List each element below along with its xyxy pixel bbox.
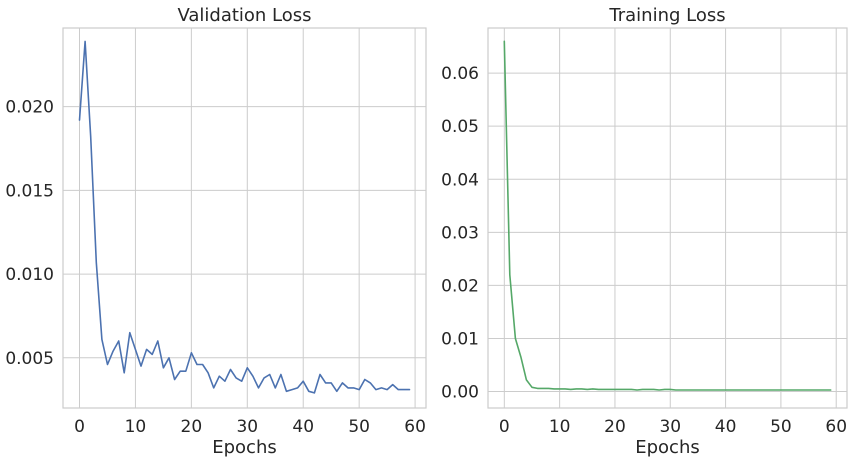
x-tick-label: 0 (74, 417, 85, 437)
y-tick-label: 0.06 (441, 64, 479, 84)
validation-loss-chart: Validation Loss Epochs 0 10 20 30 40 50 60 0.00… (5, 5, 427, 458)
x-tick-label: 20 (181, 417, 203, 437)
training-loss-chart: Training Loss Epochs 0 10 20 30 40 50 60 0.00 0.… (441, 5, 848, 458)
x-tick-label: 30 (236, 417, 258, 437)
x-axis-label: Epochs (212, 437, 277, 458)
y-tick-label: 0.03 (441, 223, 479, 243)
x-tick-label: 50 (348, 417, 370, 437)
y-tick-label: 0.00 (441, 383, 479, 403)
x-tick-label: 40 (715, 417, 737, 437)
y-tick-label: 0.010 (5, 265, 54, 285)
y-tick-label: 0.005 (5, 349, 54, 369)
x-tick-label: 60 (404, 417, 426, 437)
x-tick-label: 10 (125, 417, 147, 437)
series-line (503, 40, 832, 391)
x-tick-label: 50 (770, 417, 792, 437)
series-line (78, 40, 411, 394)
chart-title: Training Loss (608, 5, 725, 26)
plot-frame (62, 27, 427, 409)
x-axis-label: Epochs (635, 437, 700, 458)
y-tick-label: 0.04 (441, 170, 479, 190)
y-tick-label: 0.015 (5, 181, 54, 201)
y-tick-label: 0.01 (441, 329, 479, 349)
y-tick-label: 0.020 (5, 98, 54, 118)
x-tick-label: 10 (549, 417, 571, 437)
x-tick-label: 20 (604, 417, 626, 437)
plot-frame (487, 27, 848, 409)
y-tick-label: 0.05 (441, 117, 479, 137)
x-tick-label: 0 (499, 417, 510, 437)
x-tick-label: 40 (292, 417, 314, 437)
chart-title: Validation Loss (177, 5, 311, 26)
x-tick-label: 60 (825, 417, 847, 437)
x-tick-label: 30 (659, 417, 681, 437)
y-tick-label: 0.02 (441, 276, 479, 296)
